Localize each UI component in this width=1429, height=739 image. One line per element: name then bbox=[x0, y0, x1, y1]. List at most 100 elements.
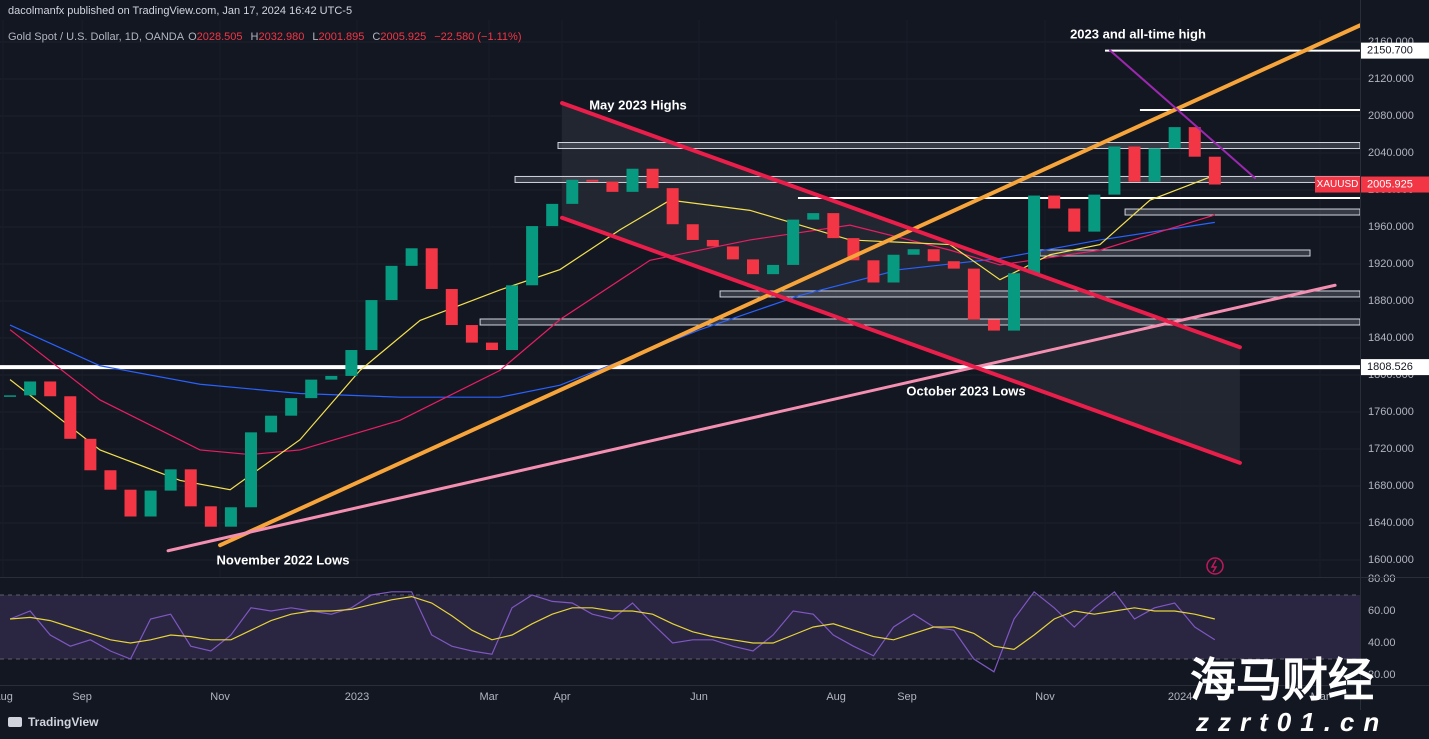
candle bbox=[265, 415, 278, 433]
y-tick-label: 1880.000 bbox=[1368, 295, 1414, 307]
trendline bbox=[218, 23, 1360, 548]
publisher: dacolmanfx published on TradingView.com,… bbox=[8, 5, 353, 17]
y-tick-label: 1680.000 bbox=[1368, 480, 1414, 492]
moving-average bbox=[9, 221, 1215, 398]
price-label: 2150.700 bbox=[1367, 45, 1413, 57]
ohlc-value: 2028.505 bbox=[196, 31, 243, 43]
rsi-tick-label: 40.00 bbox=[1368, 637, 1396, 649]
price-label-box bbox=[1361, 359, 1429, 376]
moving-average bbox=[9, 214, 1215, 456]
candle bbox=[244, 432, 257, 508]
candle bbox=[224, 507, 237, 527]
ohlc-item: C2005.925 bbox=[372, 31, 430, 43]
level-box bbox=[557, 142, 1360, 150]
level-box bbox=[1124, 208, 1360, 216]
candle bbox=[204, 506, 217, 527]
candle bbox=[345, 350, 358, 376]
candle bbox=[586, 179, 599, 182]
candle bbox=[465, 325, 478, 343]
candle bbox=[867, 260, 880, 283]
annotation: 2023 and all-time high bbox=[1070, 26, 1206, 41]
candle bbox=[746, 259, 759, 275]
ohlc-item: O2028.505 bbox=[188, 31, 246, 43]
y-tick-label: 1760.000 bbox=[1368, 406, 1414, 418]
candle bbox=[485, 342, 498, 351]
candle bbox=[305, 379, 318, 399]
candle bbox=[385, 265, 398, 301]
candle bbox=[445, 288, 458, 326]
symbol-title: Gold Spot / U.S. Dollar, 1D, OANDA bbox=[8, 31, 185, 43]
symbol-label: XAUUSD bbox=[1317, 179, 1359, 190]
candle bbox=[84, 438, 97, 471]
candle bbox=[646, 168, 659, 189]
candle bbox=[365, 300, 378, 351]
price-label-box bbox=[1361, 42, 1429, 59]
x-tick-label: Sep bbox=[72, 691, 92, 703]
x-tick-label: 2024 bbox=[1168, 691, 1192, 703]
candle bbox=[967, 268, 980, 320]
candle bbox=[184, 469, 197, 507]
candle bbox=[726, 246, 739, 260]
price-label-box bbox=[1361, 176, 1429, 193]
candle bbox=[1008, 273, 1021, 331]
ohlc-item: H2032.980 bbox=[251, 31, 309, 43]
candle bbox=[1128, 146, 1141, 182]
ohlc-value: 2005.925 bbox=[380, 31, 427, 43]
level-box bbox=[479, 318, 1360, 326]
candle bbox=[947, 261, 960, 269]
price-change: −22.580 (−1.11%) bbox=[434, 31, 522, 43]
channel-fill bbox=[562, 103, 1240, 463]
candle bbox=[1048, 195, 1061, 209]
symbol-header: Gold Spot / U.S. Dollar, 1D, OANDA O2028.… bbox=[8, 31, 525, 43]
y-tick-label: 2080.000 bbox=[1368, 110, 1414, 122]
rsi-line bbox=[9, 590, 1216, 673]
x-tick-label: Aug bbox=[826, 691, 846, 703]
trendline bbox=[560, 215, 1242, 465]
candle bbox=[907, 249, 920, 255]
flash-icon-bolt bbox=[1210, 559, 1218, 573]
candle bbox=[325, 375, 338, 380]
trendline bbox=[560, 101, 1242, 350]
axes: 1600.000 1640.000 1680.000 1720.000 1760.000… bbox=[0, 36, 1429, 703]
candle bbox=[1188, 127, 1201, 157]
ohlc-label: L bbox=[312, 31, 319, 43]
symbol-label-box bbox=[1315, 176, 1360, 193]
candle bbox=[987, 319, 1000, 331]
candle bbox=[1028, 195, 1041, 274]
candle bbox=[686, 224, 699, 240]
candle bbox=[626, 168, 639, 192]
price-pane bbox=[0, 20, 1360, 577]
rsi-tick-label: 80.00 bbox=[1368, 573, 1396, 585]
candle bbox=[566, 179, 579, 204]
y-tick-label: 1600.000 bbox=[1368, 554, 1414, 566]
candle bbox=[4, 395, 17, 397]
candle bbox=[405, 248, 418, 266]
moving-average bbox=[9, 174, 1216, 491]
price-label: 2005.925 bbox=[1367, 178, 1413, 190]
candle bbox=[64, 396, 77, 439]
y-tick-label: 1640.000 bbox=[1368, 517, 1414, 529]
level-box bbox=[514, 175, 1360, 183]
candle bbox=[706, 239, 719, 247]
ohlc-value: 2032.980 bbox=[258, 31, 305, 43]
x-tick-label: Apr bbox=[553, 691, 570, 703]
annotation: November 2022 Lows bbox=[217, 552, 350, 567]
footer-brand: TradingView bbox=[28, 715, 99, 729]
rsi-tick-label: 60.00 bbox=[1368, 605, 1396, 617]
candle bbox=[44, 381, 57, 397]
flash-icon[interactable] bbox=[1206, 557, 1224, 575]
candle bbox=[526, 226, 539, 286]
candle bbox=[606, 181, 619, 192]
y-tick-label: 1720.000 bbox=[1368, 443, 1414, 455]
x-tick-label: Mar bbox=[1311, 691, 1330, 703]
tv-logo bbox=[8, 717, 22, 727]
candle bbox=[787, 219, 800, 265]
y-tick-label: 1960.000 bbox=[1368, 221, 1414, 233]
x-tick-label: Jun bbox=[690, 691, 708, 703]
candle bbox=[1068, 208, 1081, 232]
candle bbox=[124, 489, 137, 517]
candle bbox=[887, 254, 900, 283]
trendline bbox=[1109, 49, 1256, 179]
candle bbox=[425, 248, 438, 289]
